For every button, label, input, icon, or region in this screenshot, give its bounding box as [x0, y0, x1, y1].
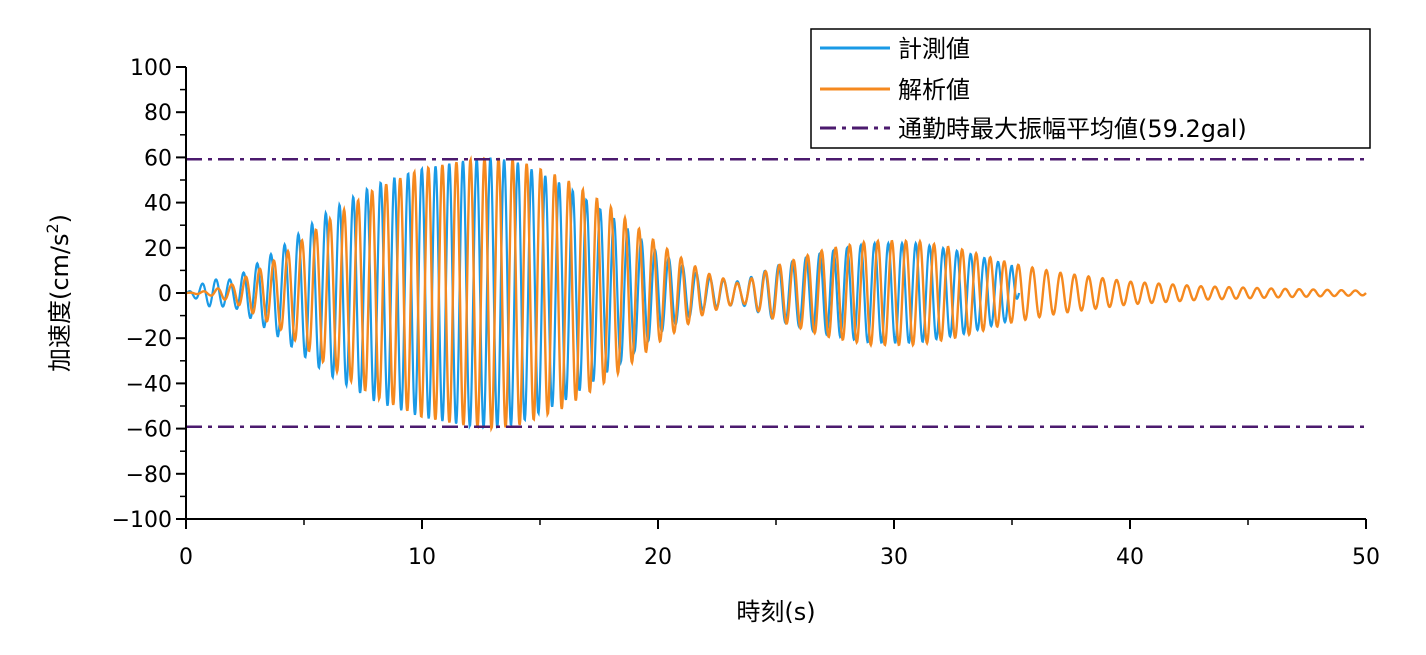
y-tick-label-100: 100 [130, 56, 172, 81]
series-group [185, 155, 1367, 433]
legend-label-measured: 計測値 [898, 35, 970, 63]
y-tick-label--80: −80 [126, 463, 172, 488]
legend-label-threshold: 通勤時最大振幅平均値(59.2gal) [898, 115, 1247, 143]
legend: 計測値 解析値 通勤時最大振幅平均値(59.2gal) [810, 28, 1371, 149]
y-axis-title: 加速度(cm/s2) [43, 214, 74, 372]
x-ticks: 0 10 20 30 40 50 [179, 519, 1380, 570]
y-tick-label--60: −60 [126, 418, 172, 443]
x-tick-label-10: 10 [408, 545, 436, 570]
y-axis-title-close: ) [46, 214, 74, 223]
y-tick-label--20: −20 [126, 327, 172, 352]
x-tick-label-40: 40 [1116, 545, 1144, 570]
y-axis-title-main: 加速度(cm/s [46, 234, 74, 373]
y-tick-label-40: 40 [144, 192, 172, 217]
y-tick-label-0: 0 [158, 282, 172, 307]
legend-label-analysis: 解析値 [898, 76, 970, 104]
y-tick-label--100: −100 [112, 508, 172, 533]
y-tick-label-20: 20 [144, 237, 172, 262]
x-tick-label-50: 50 [1352, 545, 1380, 570]
legend-box [810, 28, 1371, 149]
series-line-measured [185, 157, 1021, 430]
x-tick-label-30: 30 [880, 545, 908, 570]
series-line-analysis [185, 155, 1367, 433]
x-tick-label-0: 0 [179, 545, 193, 570]
y-ticks: 100 80 60 40 20 0 −20 −40 −60 −80 −100 [112, 56, 186, 533]
x-axis-title: 時刻(s) [736, 598, 815, 626]
y-tick-label--40: −40 [126, 372, 172, 397]
y-axis-title-superscript: 2 [43, 223, 62, 233]
x-tick-label-20: 20 [644, 545, 672, 570]
y-tick-label-60: 60 [144, 146, 172, 171]
y-tick-label-80: 80 [144, 101, 172, 126]
